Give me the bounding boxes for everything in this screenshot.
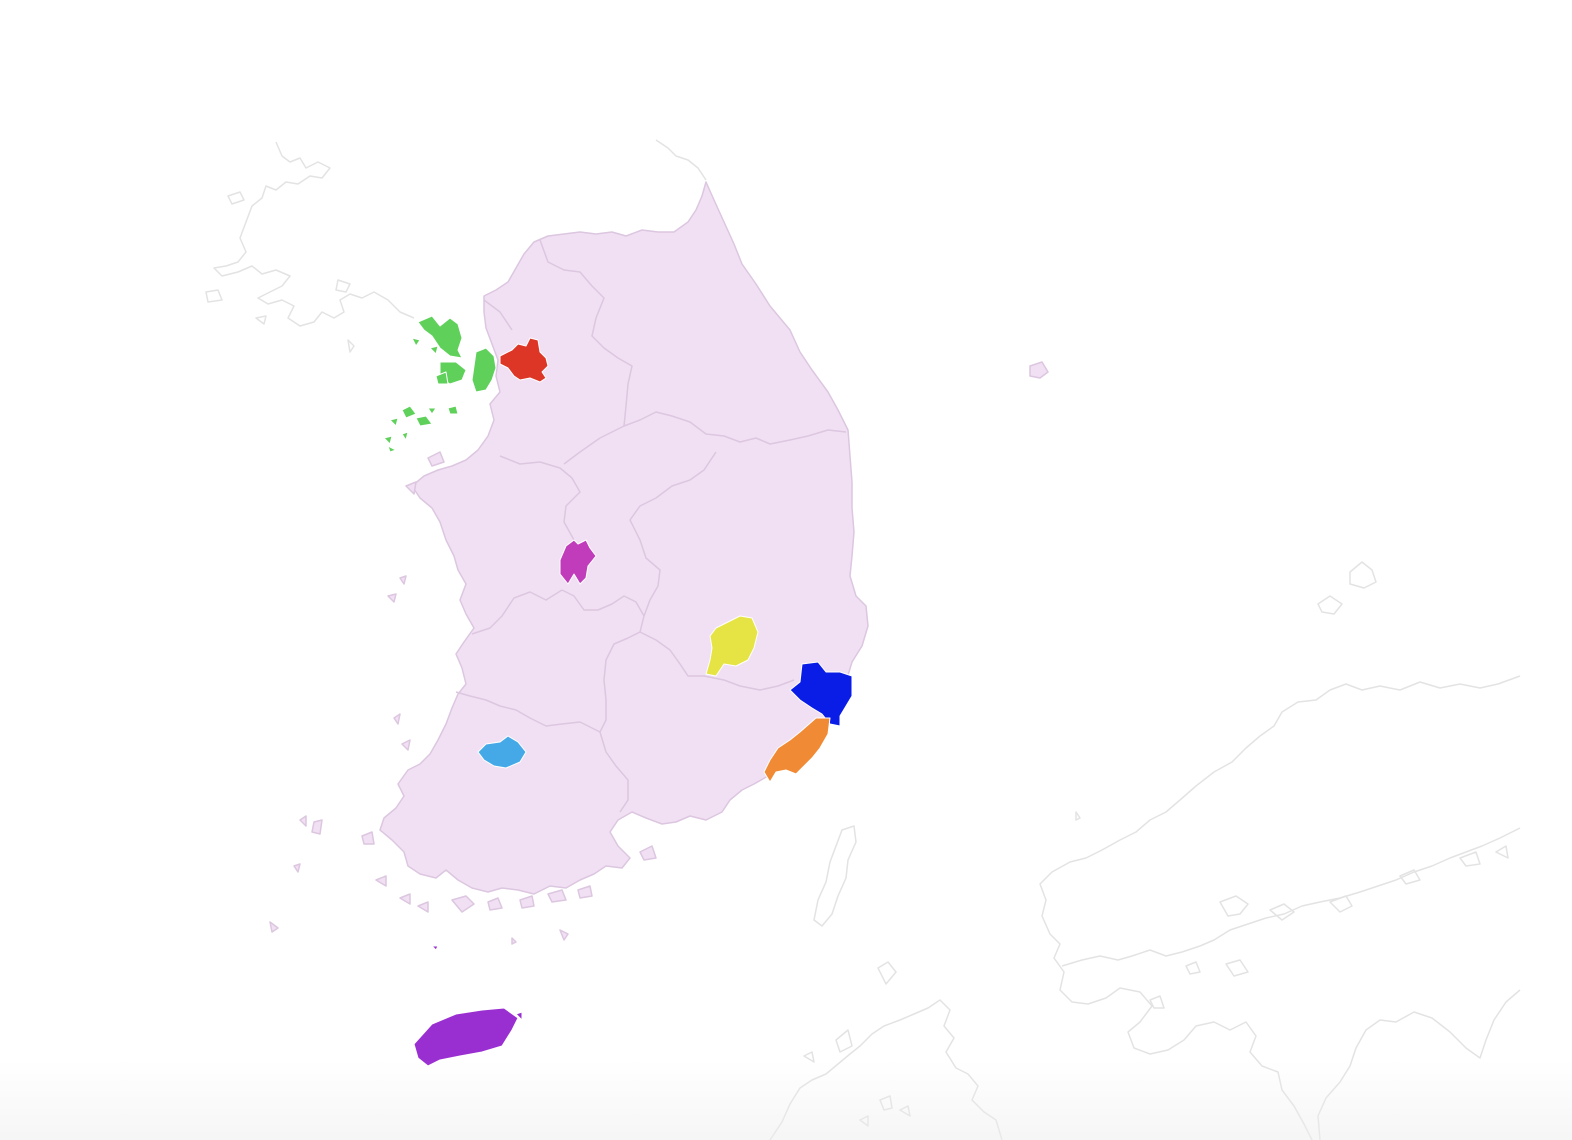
jp-shikoku-coast bbox=[1317, 989, 1521, 1140]
incheon-island[interactable] bbox=[401, 405, 417, 419]
island bbox=[393, 713, 401, 725]
incheon-island[interactable] bbox=[435, 371, 449, 385]
border-chungnam-jeonbuk bbox=[471, 589, 563, 635]
island bbox=[269, 921, 279, 933]
border-jeonbuk-gyeongnam bbox=[599, 631, 641, 733]
incheon-island[interactable] bbox=[387, 445, 397, 453]
island bbox=[519, 895, 535, 909]
region-seoul[interactable] bbox=[499, 337, 549, 383]
jp-islets bbox=[1219, 845, 1509, 921]
jp-kyushu-coast bbox=[769, 999, 1003, 1140]
border-chungbuk-gyeongbuk bbox=[629, 451, 717, 633]
island bbox=[639, 845, 657, 861]
island bbox=[293, 863, 301, 873]
nk-west-coast bbox=[213, 141, 415, 327]
incheon-island[interactable] bbox=[447, 405, 459, 415]
neighbor-islets bbox=[859, 1095, 911, 1127]
island bbox=[417, 901, 429, 913]
jeju-udo[interactable] bbox=[515, 1011, 523, 1021]
island bbox=[559, 929, 569, 941]
japan-coastline bbox=[769, 561, 1521, 1140]
region-incheon[interactable] bbox=[383, 315, 497, 453]
jp-honshu-coast bbox=[1039, 675, 1521, 1140]
island bbox=[405, 481, 417, 495]
islet bbox=[859, 1095, 911, 1127]
nk-island bbox=[347, 339, 355, 353]
incheon-ganghwa[interactable] bbox=[417, 315, 463, 359]
island bbox=[577, 885, 593, 899]
nk-island bbox=[227, 191, 245, 205]
nk-east-coast bbox=[655, 139, 707, 181]
incheon-island[interactable] bbox=[383, 435, 393, 445]
jp-oki-island bbox=[1349, 561, 1377, 589]
island bbox=[399, 575, 407, 585]
incheon-island[interactable] bbox=[429, 345, 439, 355]
border-jeonnam-gyeongnam bbox=[599, 731, 629, 813]
highlighted-regions bbox=[383, 315, 853, 1067]
incheon-island[interactable] bbox=[389, 417, 399, 427]
region-gwangju[interactable] bbox=[477, 735, 527, 769]
jeju-chuja[interactable] bbox=[431, 945, 439, 951]
border-jeonbuk-jeonnam bbox=[455, 691, 601, 733]
nk-island bbox=[205, 289, 223, 303]
jp-islet bbox=[1075, 811, 1081, 821]
island bbox=[427, 451, 445, 467]
region-daejeon[interactable] bbox=[559, 539, 597, 585]
island bbox=[387, 593, 397, 603]
mainland-outline[interactable] bbox=[379, 181, 869, 895]
island bbox=[547, 889, 567, 903]
region-busan[interactable] bbox=[763, 717, 831, 783]
province-borders bbox=[455, 239, 847, 813]
jp-oki-island bbox=[1317, 595, 1343, 615]
jp-inland-sea bbox=[1061, 827, 1521, 967]
incheon-city[interactable] bbox=[471, 347, 497, 393]
island bbox=[361, 831, 375, 845]
border-gyeonggi-incheon bbox=[483, 299, 513, 331]
border-gyeonggi-chungnam bbox=[499, 455, 581, 541]
island bbox=[451, 895, 475, 913]
jp-islets bbox=[803, 961, 897, 1063]
island bbox=[399, 893, 411, 905]
island bbox=[311, 819, 323, 835]
jp-tsushima bbox=[813, 825, 857, 927]
incheon-island[interactable] bbox=[411, 337, 421, 347]
island bbox=[401, 739, 411, 751]
jp-islets bbox=[1149, 959, 1249, 1009]
border-gyeonggi-gangwon bbox=[539, 239, 633, 427]
nk-island bbox=[255, 315, 267, 325]
region-ulsan[interactable] bbox=[789, 661, 853, 727]
island bbox=[511, 937, 517, 945]
region-jeju[interactable] bbox=[413, 945, 523, 1067]
south-korea bbox=[269, 181, 1049, 945]
island bbox=[299, 815, 307, 827]
incheon-island[interactable] bbox=[427, 407, 437, 415]
island bbox=[375, 875, 387, 887]
jeju-island[interactable] bbox=[413, 1007, 519, 1067]
border-chungnam-chungbuk bbox=[561, 589, 645, 617]
border-chungbuk-gangwon bbox=[563, 411, 847, 465]
island bbox=[487, 897, 503, 911]
region-daegu[interactable] bbox=[705, 615, 759, 677]
north-korea-coastline bbox=[205, 139, 707, 353]
incheon-island[interactable] bbox=[415, 415, 433, 427]
ulleungdo-island bbox=[1029, 361, 1049, 379]
nk-island bbox=[335, 279, 351, 293]
border-gyeongbuk-gyeongnam bbox=[639, 631, 795, 691]
incheon-island[interactable] bbox=[401, 431, 409, 441]
